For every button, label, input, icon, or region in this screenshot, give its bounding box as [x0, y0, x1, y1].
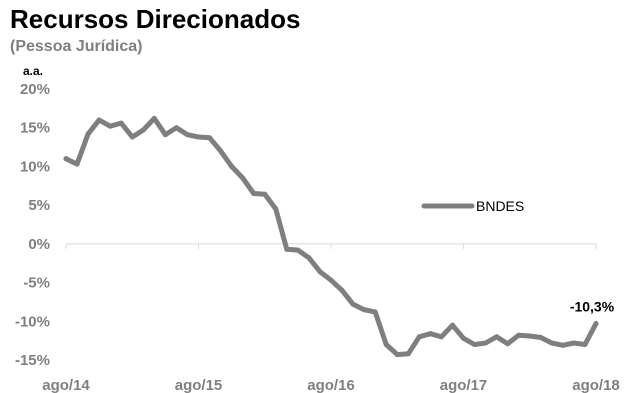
- data-point: [560, 342, 566, 348]
- y-axis: 20% 15% 10% 5% 0% -5% -10% -15%: [15, 81, 50, 369]
- data-point: [196, 134, 201, 140]
- x-axis: ago/14 ago/15 ago/16 ago/17 ago/18: [42, 377, 620, 393]
- data-point: [538, 335, 544, 341]
- y-tick-label: 20%: [20, 81, 50, 98]
- data-point: [328, 277, 334, 283]
- x-tick-label: ago/15: [175, 377, 223, 393]
- x-tick-label: ago/14: [42, 377, 90, 393]
- y-tick-label: 0%: [28, 236, 50, 253]
- data-point: [571, 340, 577, 346]
- data-point: [361, 307, 367, 313]
- data-point: [427, 331, 433, 337]
- data-point: [207, 135, 213, 141]
- data-point: [516, 332, 522, 338]
- data-point: [438, 334, 444, 340]
- data-point: [405, 351, 411, 357]
- y-tick-label: 10%: [20, 158, 50, 175]
- data-point: [372, 309, 378, 315]
- data-point: [96, 117, 102, 123]
- data-point: [306, 255, 312, 261]
- legend: BNDES: [421, 198, 524, 214]
- data-point: [129, 134, 135, 140]
- data-point: [173, 125, 179, 131]
- data-point: [449, 322, 455, 328]
- y-tick-label: -10%: [15, 313, 50, 330]
- x-tick-marks: [65, 243, 597, 249]
- data-point: [394, 352, 400, 358]
- legend-label-bndes: BNDES: [476, 198, 524, 214]
- x-tick-label: ago/17: [440, 377, 488, 393]
- data-point: [262, 191, 268, 197]
- data-point: [184, 132, 190, 138]
- data-point: [251, 191, 257, 197]
- data-point: [416, 334, 422, 340]
- data-point: [461, 335, 466, 341]
- data-point: [273, 206, 279, 212]
- y-tick-label: -5%: [23, 275, 50, 292]
- data-point: [240, 175, 246, 181]
- data-point: [494, 334, 500, 340]
- chart-subtitle: (Pessoa Jurídica): [10, 38, 143, 55]
- data-point: [593, 321, 599, 327]
- y-tick-label: 15%: [20, 120, 50, 137]
- data-label-last: -10,3%: [570, 299, 615, 315]
- data-point: [317, 269, 323, 275]
- data-point: [107, 123, 113, 129]
- data-point: [151, 115, 157, 121]
- data-point: [383, 342, 389, 348]
- series-points: [63, 115, 599, 358]
- x-tick-label: ago/16: [307, 377, 355, 393]
- data-point: [85, 131, 91, 137]
- data-point: [140, 127, 146, 133]
- series-line-bndes: [63, 115, 599, 358]
- data-point: [582, 342, 588, 348]
- data-point: [63, 156, 69, 162]
- y-tick-label: 5%: [28, 197, 50, 214]
- data-point: [229, 163, 235, 169]
- data-point: [483, 340, 489, 346]
- data-point: [527, 333, 533, 339]
- data-point: [295, 247, 301, 253]
- data-point: [339, 287, 345, 293]
- data-point: [284, 246, 290, 252]
- data-point: [162, 132, 168, 138]
- data-point: [549, 340, 555, 346]
- data-point: [218, 148, 224, 154]
- data-point: [74, 161, 80, 167]
- data-point: [472, 342, 478, 348]
- chart-title: Recursos Direcionados: [10, 4, 301, 34]
- data-point: [505, 341, 511, 347]
- x-tick-label: ago/18: [572, 377, 620, 393]
- y-tick-label: -15%: [15, 352, 50, 369]
- y-axis-unit-label: a.a.: [23, 64, 43, 78]
- data-point: [118, 120, 124, 126]
- data-point: [350, 301, 356, 307]
